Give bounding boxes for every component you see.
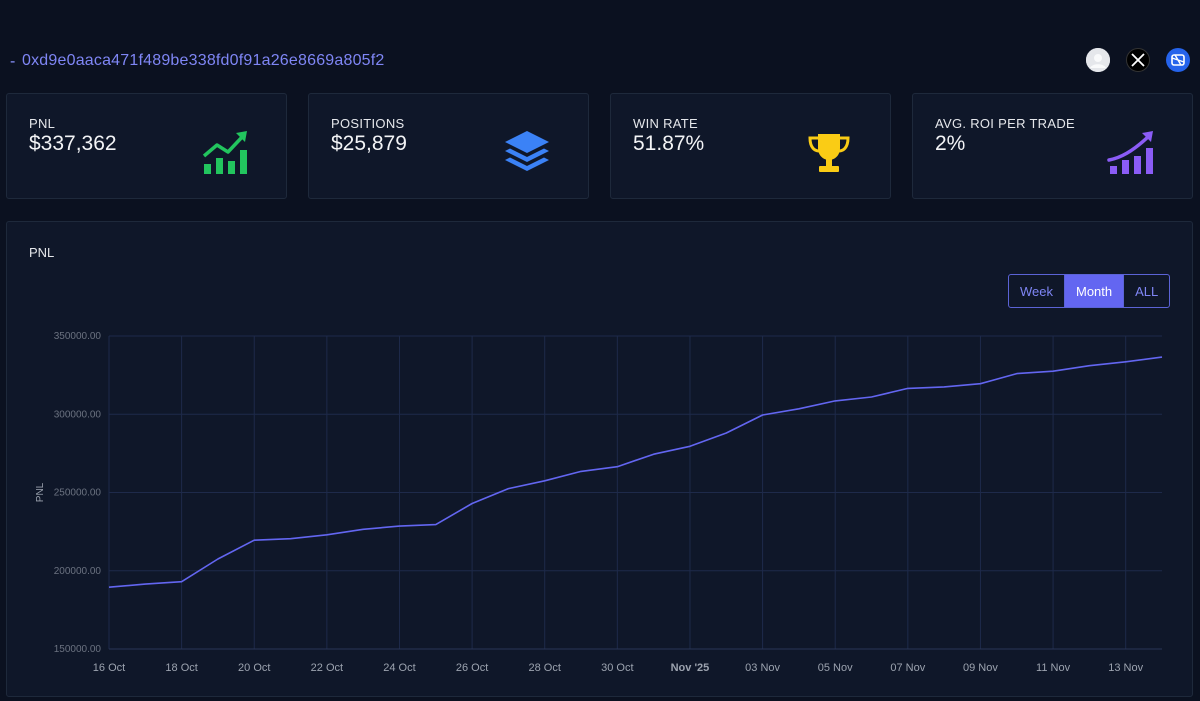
chart-up-icon: [202, 131, 247, 174]
stat-label: AVG. ROI PER TRADE: [935, 116, 1076, 131]
x-tick-label: 22 Oct: [311, 662, 343, 674]
trophy-icon: [808, 134, 850, 172]
x-tick-label: 28 Oct: [529, 662, 561, 674]
x-icon[interactable]: [1126, 48, 1150, 72]
x-tick-label: 05 Nov: [818, 662, 853, 674]
x-tick-label: 30 Oct: [601, 662, 633, 674]
y-tick-label: 350000.00: [54, 331, 102, 342]
top-bar: - 0xd9e0aaca471f489be338fd0f91a26e8669a8…: [0, 44, 1200, 80]
wallet-address-link[interactable]: 0xd9e0aaca471f489be338fd0f91a26e8669a805…: [22, 52, 385, 69]
app-icon[interactable]: [1166, 48, 1190, 72]
pnl-series-line: [108, 356, 1163, 588]
header-icons: [1086, 48, 1190, 72]
y-tick-label: 300000.00: [54, 409, 102, 420]
stat-value: 51.87%: [633, 132, 705, 155]
pnl-chart-panel: PNL Week Month ALL 150000.00 200000.00 250…: [6, 221, 1193, 697]
y-tick-label: 150000.00: [54, 644, 102, 655]
x-tick-label: 13 Nov: [1108, 662, 1143, 674]
stat-value: 2%: [935, 132, 966, 155]
stat-value: $25,879: [331, 132, 407, 155]
x-tick-label: 20 Oct: [238, 662, 270, 674]
range-month-button[interactable]: Month: [1065, 275, 1125, 307]
stat-card-win-rate: WIN RATE 51.87%: [610, 93, 891, 199]
address-prefix: -: [10, 53, 16, 70]
y-tick-label: 250000.00: [54, 488, 102, 499]
chart-up-icon: [1107, 131, 1153, 174]
stat-value: $337,362: [29, 132, 117, 155]
range-all-button[interactable]: ALL: [1124, 275, 1169, 307]
stat-label: PNL: [29, 116, 56, 131]
layers-icon: [505, 131, 549, 171]
range-week-button[interactable]: Week: [1009, 275, 1065, 307]
y-tick-label: 200000.00: [54, 566, 102, 577]
x-tick-label: 18 Oct: [165, 662, 197, 674]
x-tick-label: 07 Nov: [890, 662, 925, 674]
x-tick-label: 03 Nov: [745, 662, 780, 674]
x-tick-label: 16 Oct: [93, 662, 125, 674]
y-axis-label: PNL: [35, 482, 46, 502]
x-tick-label: 11 Nov: [1036, 662, 1071, 674]
chart-panel-title: PNL: [29, 245, 55, 260]
pnl-line-chart[interactable]: 150000.00 200000.00 250000.00 300000.00 3500…: [7, 222, 1192, 696]
range-selector: Week Month ALL: [1008, 274, 1171, 308]
stat-card-positions: POSITIONS $25,879: [308, 93, 589, 199]
avatar-icon[interactable]: [1086, 48, 1110, 72]
x-tick-label: 09 Nov: [963, 662, 998, 674]
x-tick-label: 26 Oct: [456, 662, 488, 674]
stat-card-pnl: PNL $337,362: [6, 93, 287, 199]
stat-card-avg-roi: AVG. ROI PER TRADE 2%: [912, 93, 1193, 199]
x-tick-label: Nov '25: [671, 662, 710, 674]
stat-label: WIN RATE: [633, 116, 698, 131]
x-tick-label: 24 Oct: [383, 662, 415, 674]
stat-label: POSITIONS: [331, 116, 405, 131]
